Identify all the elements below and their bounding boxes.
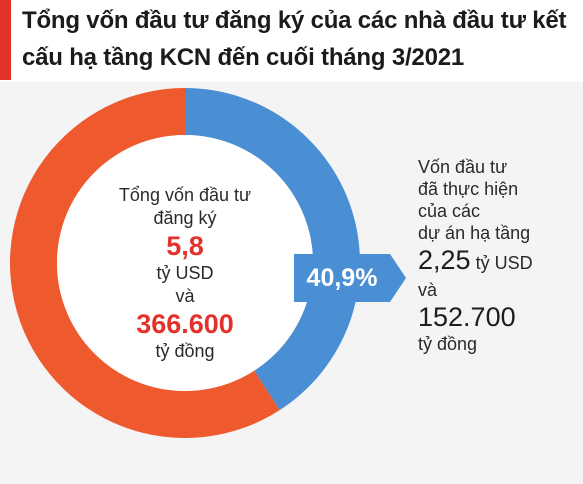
callout-vnd-value: 152.700 — [418, 302, 516, 332]
arrow-right-icon — [390, 254, 406, 302]
center-line-1: Tổng vốn đầu tư — [118, 185, 252, 205]
callout-line-3: của các — [418, 201, 481, 221]
slice-implemented — [185, 88, 361, 411]
callout-text: Vốn đầu tư đã thực hiện của các dự án hạ… — [418, 156, 578, 355]
callout-line-4: dự án hạ tầng — [418, 223, 531, 243]
callout-and: và — [418, 280, 438, 300]
callout-usd-unit: tỷ USD — [475, 253, 533, 273]
callout-usd-value: 2,25 — [418, 245, 471, 275]
percent-label: 40,9% — [294, 254, 390, 302]
slice-remaining — [10, 88, 280, 438]
header: Tổng vốn đầu tư đăng ký của các nhà đầu … — [0, 0, 583, 82]
chart-title: Tổng vốn đầu tư đăng ký của các nhà đầu … — [22, 7, 567, 71]
center-line-2: đăng ký — [153, 208, 217, 228]
header-accent-bar — [0, 0, 11, 80]
donut-hole — [57, 135, 313, 391]
donut-chart — [10, 88, 361, 438]
donut-slices — [10, 88, 361, 438]
callout-line-2: đã thực hiện — [418, 179, 519, 199]
center-vnd-value: 366.600 — [136, 309, 234, 339]
chart-area: Tổng vốn đầu tư đăng ký 5,8 tỷ USD và 36… — [0, 82, 583, 484]
center-label: Tổng vốn đầu tư đăng ký 5,8 tỷ USD và 36… — [90, 184, 280, 363]
callout-usd-row: 2,25 tỷ USD — [418, 244, 578, 279]
percent-callout: 40,9% — [294, 254, 406, 302]
callout-line-1: Vốn đầu tư — [418, 157, 508, 177]
center-usd-value: 5,8 — [166, 231, 204, 261]
center-vnd-unit: tỷ đồng — [155, 341, 215, 361]
callout-vnd-unit: tỷ đồng — [418, 334, 478, 354]
center-and: và — [175, 286, 195, 306]
center-usd-unit: tỷ USD — [156, 263, 214, 283]
